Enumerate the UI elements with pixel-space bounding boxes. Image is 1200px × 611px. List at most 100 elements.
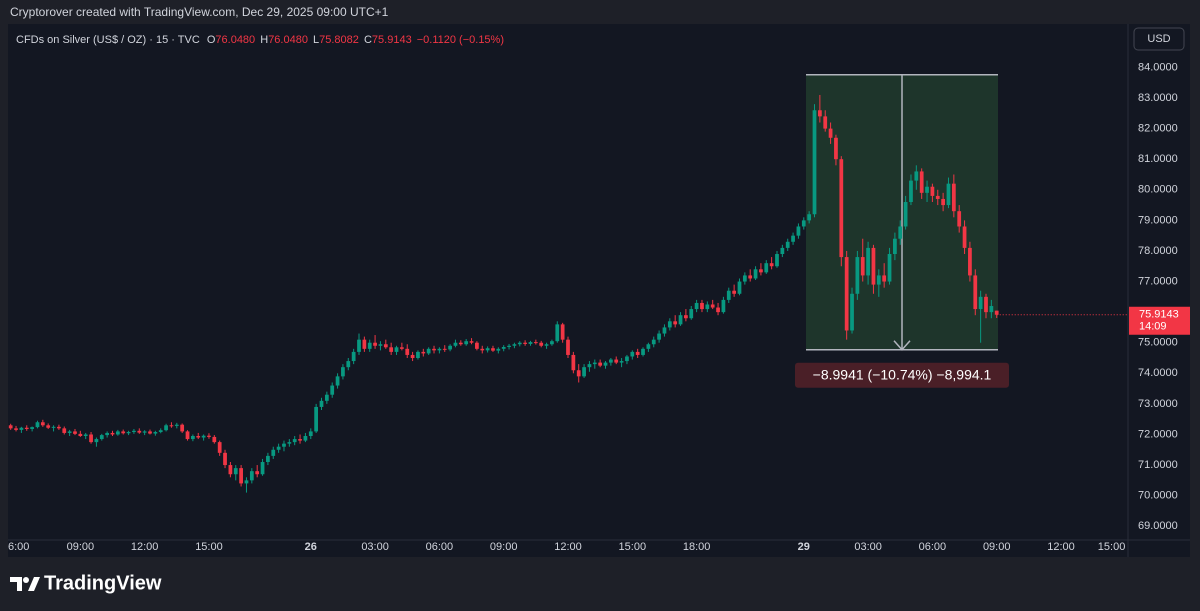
y-tick-label: 70.0000 — [1138, 490, 1178, 502]
y-tick-label: 75.0000 — [1138, 337, 1178, 349]
candle-body — [780, 247, 785, 255]
y-tick-label: 79.0000 — [1138, 214, 1178, 226]
candle-body — [228, 465, 233, 475]
candle-body — [721, 299, 726, 313]
candle-body — [448, 345, 452, 350]
candle-body — [421, 351, 426, 354]
candle-body — [19, 427, 24, 430]
candle-body — [968, 247, 972, 276]
candle-body — [115, 431, 120, 435]
x-tick-label: 12:00 — [131, 541, 159, 553]
ohlc-value: 76.0480 — [268, 34, 308, 46]
candle-body — [394, 347, 399, 352]
y-tick-label: 69.0000 — [1138, 520, 1178, 532]
candle-body — [555, 324, 560, 342]
candle-body — [292, 439, 297, 443]
candle-body — [844, 257, 849, 331]
candle-body — [437, 348, 442, 351]
candle-body — [533, 342, 538, 344]
candle-body — [834, 137, 838, 160]
candle-body — [603, 362, 608, 366]
candle-body — [625, 356, 629, 362]
candle-body — [748, 275, 753, 279]
candle-body — [710, 304, 715, 308]
candle-body — [726, 290, 731, 300]
y-tick-label: 74.0000 — [1138, 367, 1178, 379]
candle-body — [298, 439, 302, 441]
price-tag-price: 75.9143 — [1139, 309, 1179, 321]
candle-body — [759, 269, 763, 273]
candle-body — [207, 435, 211, 437]
candle-body — [57, 426, 61, 429]
candle-body — [137, 430, 142, 433]
y-tick-label: 77.0000 — [1138, 275, 1178, 287]
candle-body — [89, 434, 93, 443]
candle-body — [694, 302, 699, 310]
candle-body — [105, 432, 110, 436]
candle-body — [925, 186, 929, 193]
candle-body — [416, 351, 420, 359]
candle-body — [196, 436, 201, 438]
candle-body — [619, 361, 624, 363]
candle-body — [8, 425, 13, 429]
candle-body — [903, 202, 908, 227]
candle-body — [271, 449, 276, 456]
logo-dot — [23, 577, 29, 583]
x-tick-label: 03:00 — [361, 541, 389, 553]
x-tick-label: 12:00 — [1047, 541, 1075, 553]
candle-body — [314, 406, 319, 432]
candle-body — [46, 425, 51, 428]
candle-body — [453, 342, 458, 346]
candle-body — [389, 347, 394, 352]
currency[interactable]: USD — [1147, 33, 1170, 45]
candle-body — [742, 275, 747, 282]
price-tag — [1129, 306, 1190, 335]
candle-body — [491, 348, 495, 351]
candle-body — [737, 281, 742, 294]
candle-body — [769, 263, 774, 267]
candle-body — [630, 351, 635, 357]
candle-body — [67, 431, 72, 433]
candle-body — [678, 315, 683, 325]
candle-body — [14, 428, 18, 430]
candle-body — [239, 468, 243, 484]
candle-body — [807, 214, 812, 221]
x-tick-label: 18:00 — [683, 541, 711, 553]
candle-body — [180, 424, 185, 432]
x-tick-label: 12:00 — [554, 541, 582, 553]
candle-body — [485, 348, 490, 351]
currency-button[interactable] — [1133, 27, 1185, 51]
candle-body — [957, 211, 962, 227]
candle-body — [83, 434, 88, 437]
candle-body — [426, 348, 431, 354]
candle-body — [571, 354, 576, 371]
candle-body — [30, 427, 34, 429]
candle-body — [244, 480, 249, 484]
candle-body — [169, 425, 174, 427]
candle-body — [255, 471, 260, 475]
candle-body — [303, 436, 308, 441]
candle-body — [608, 359, 613, 363]
candle-body — [876, 275, 881, 285]
candle-body — [935, 195, 940, 199]
candle-body — [587, 364, 592, 368]
candle-body — [110, 432, 115, 435]
candle-body — [191, 436, 195, 440]
candle-body — [341, 367, 345, 377]
legend: CFDs on Silver (US$ / OZ) · 15 · TVC O76… — [16, 34, 504, 46]
candle-body — [860, 257, 865, 276]
x-tick-label: 09:00 — [67, 541, 95, 553]
candle-body — [148, 431, 152, 434]
candle-body — [475, 342, 479, 349]
candle-body — [212, 436, 217, 443]
candle-body — [651, 339, 656, 345]
candle-body — [458, 342, 463, 345]
candle-body — [887, 254, 892, 282]
ohlc-value: 75.9143 — [372, 34, 412, 46]
x-tick-label: 09:00 — [490, 541, 518, 553]
candle-body — [158, 430, 163, 433]
candle-body — [383, 344, 388, 348]
candle-body — [126, 432, 131, 434]
candle-body — [560, 324, 565, 340]
candle-body — [132, 430, 136, 433]
